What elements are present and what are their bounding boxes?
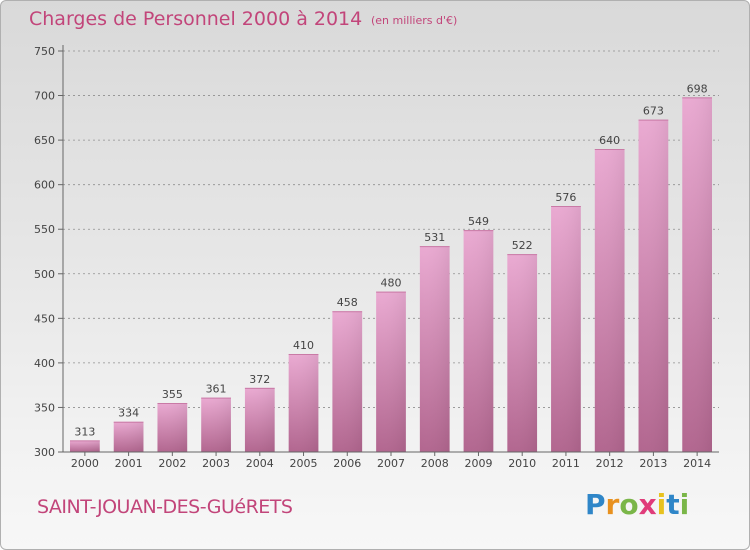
commune-name: SAINT-JOUAN-DES-GUéRETS (37, 496, 293, 518)
x-tick-label: 2005 (290, 457, 318, 470)
data-label: 361 (206, 383, 227, 396)
data-label: 355 (162, 388, 183, 401)
chart-subtitle: (en milliers d'€) (371, 14, 458, 27)
y-tick-label: 400 (34, 357, 55, 370)
x-tick-label: 2010 (508, 457, 536, 470)
data-label: 410 (293, 339, 314, 352)
y-tick-label: 450 (34, 312, 55, 325)
data-label: 673 (643, 105, 664, 118)
x-tick-label: 2009 (464, 457, 492, 470)
bar-shade-2009 (463, 230, 494, 452)
y-tick-label: 700 (34, 90, 55, 103)
data-label: 372 (249, 373, 270, 386)
x-tick-label: 2004 (246, 457, 274, 470)
y-tick-label: 300 (34, 446, 55, 459)
bar-shade-2007 (376, 291, 406, 452)
bar-shade-2012 (594, 149, 625, 452)
proxiti-logo: Proxiti (585, 488, 690, 521)
bar-shade-2006 (332, 311, 363, 452)
y-tick-label: 750 (34, 45, 55, 58)
data-label: 531 (424, 231, 445, 244)
x-tick-label: 2014 (683, 457, 711, 470)
x-tick-label: 2000 (71, 457, 99, 470)
x-tick-label: 2013 (639, 457, 667, 470)
x-tick-label: 2001 (115, 457, 143, 470)
bar-shade-2013 (638, 119, 669, 453)
x-tick-label: 2003 (202, 457, 230, 470)
x-tick-label: 2006 (333, 457, 361, 470)
x-tick-label: 2002 (158, 457, 186, 470)
y-tick-label: 650 (34, 134, 55, 147)
bar-shade-2005 (288, 353, 319, 452)
y-tick-label: 500 (34, 268, 55, 281)
x-tick-label: 2008 (421, 457, 449, 470)
bar-shade-2008 (419, 246, 450, 452)
bar-shade-2010 (507, 254, 538, 452)
bar-shade-2011 (551, 206, 581, 452)
bar-shade-2014 (682, 97, 713, 453)
x-tick-label: 2011 (552, 457, 580, 470)
data-label: 522 (512, 239, 533, 252)
data-label: 698 (687, 82, 708, 95)
data-label: 458 (337, 296, 358, 309)
data-label: 576 (555, 191, 576, 204)
data-label: 480 (381, 277, 402, 290)
bar-shade-2003 (201, 397, 231, 452)
data-label: 313 (74, 425, 95, 438)
data-label: 334 (118, 407, 139, 420)
bar-shade-2001 (113, 421, 144, 452)
bar-shade-2000 (69, 440, 100, 452)
data-label: 640 (599, 134, 620, 147)
data-label: 549 (468, 215, 489, 228)
y-tick-label: 600 (34, 179, 55, 192)
bar-shade-2004 (244, 387, 275, 452)
y-tick-label: 350 (34, 401, 55, 414)
y-tick-label: 550 (34, 223, 55, 236)
x-tick-label: 2012 (596, 457, 624, 470)
x-tick-label: 2007 (377, 457, 405, 470)
chart-title: Charges de Personnel 2000 à 2014 (29, 8, 363, 30)
bar-shade-2002 (157, 402, 188, 452)
